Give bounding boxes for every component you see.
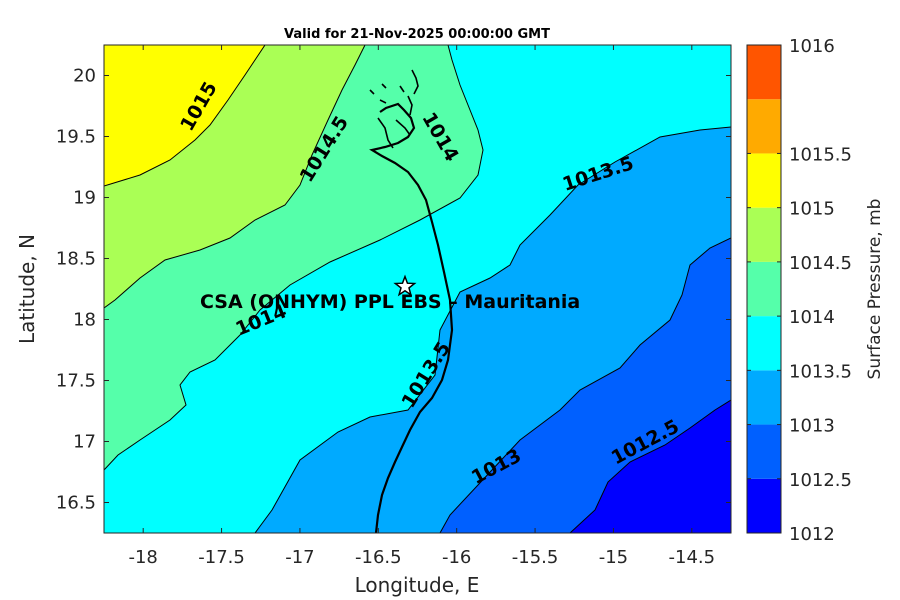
plot-frame <box>103 44 732 534</box>
colorbar-swatch <box>747 316 781 371</box>
x-axis-label: Longitude, E <box>355 573 480 597</box>
colorbar-swatch <box>747 261 781 317</box>
coastline-main <box>369 102 454 533</box>
y-tick-label: 18.5 <box>56 249 96 270</box>
colorbar-tick-label: 1013.5 <box>789 361 852 382</box>
y-tick-label: 19.5 <box>56 127 96 148</box>
colorbar: 1012 1012.5 1013 1013.5 1014 1014.5 1015 1015.5… <box>746 36 852 545</box>
pressure-band-1012 <box>570 400 731 533</box>
x-tick-label: -15 <box>599 547 628 568</box>
colorbar-frame <box>746 44 782 534</box>
colorbar-tick-label: 1012.5 <box>789 470 852 491</box>
y-axis-label: Latitude, N <box>15 234 39 344</box>
x-tick-label: -15.5 <box>512 547 559 568</box>
contour-line-1012.5 <box>569 399 731 533</box>
pressure-band-1015 <box>104 45 265 186</box>
colorbar-tick-label: 1014 <box>789 307 835 328</box>
coastline-islands <box>369 69 419 149</box>
map-title: Valid for 21-Nov-2025 00:00:00 GMT <box>284 27 550 42</box>
contour-lines <box>104 45 731 533</box>
contour-line-1015 <box>104 45 266 187</box>
station-label: CSA (ONHYM) PPL EBS – Mauritania <box>200 291 580 313</box>
colorbar-tick-label: 1016 <box>789 36 835 57</box>
y-tick-label: 18 <box>73 310 96 331</box>
y-axis-ticks: 16.5 17 17.5 18 18.5 19 19.5 20 <box>56 66 731 514</box>
colorbar-tick-label: 1013 <box>789 416 835 437</box>
colorbar-swatch <box>747 424 781 479</box>
contour-line-1013.5 <box>254 126 731 533</box>
colorbar-swatch <box>747 45 781 100</box>
y-tick-label: 17 <box>73 432 96 453</box>
station-group: CSA (ONHYM) PPL EBS – Mauritania <box>200 274 580 313</box>
x-tick-label: -16.5 <box>355 547 402 568</box>
x-tick-label: -17.5 <box>198 547 245 568</box>
y-tick-label: 19 <box>73 188 96 209</box>
contour-line-1014.5 <box>104 45 366 309</box>
coastline <box>369 69 454 533</box>
x-tick-label: -18 <box>128 547 157 568</box>
contour-line-1013 <box>439 237 731 533</box>
colorbar-tick-label: 1015 <box>789 199 835 220</box>
colorbar-swatch <box>747 207 781 262</box>
station-star-icon[interactable] <box>393 274 417 297</box>
colorbar-swatch <box>747 99 781 154</box>
colorbar-swatch <box>747 370 781 425</box>
x-tick-label: -16 <box>442 547 471 568</box>
colorbar-swatch <box>747 153 781 208</box>
y-tick-label: 16.5 <box>56 493 96 514</box>
colorbar-title: Surface Pressure, mb <box>865 199 885 380</box>
x-tick-label: -17 <box>285 547 314 568</box>
y-tick-label: 17.5 <box>56 371 96 392</box>
contour-line-1014 <box>104 45 484 471</box>
colorbar-tick-label: 1012 <box>789 524 835 545</box>
x-tick-label: -14.5 <box>669 547 716 568</box>
y-tick-label: 20 <box>73 66 96 87</box>
colorbar-tick-label: 1015.5 <box>789 144 852 165</box>
x-axis-ticks: -18 -17.5 -17 -16.5 -16 -15.5 -15 -14.5 <box>128 45 715 568</box>
colorbar-swatch <box>747 478 781 533</box>
colorbar-tick-label: 1014.5 <box>789 253 852 274</box>
